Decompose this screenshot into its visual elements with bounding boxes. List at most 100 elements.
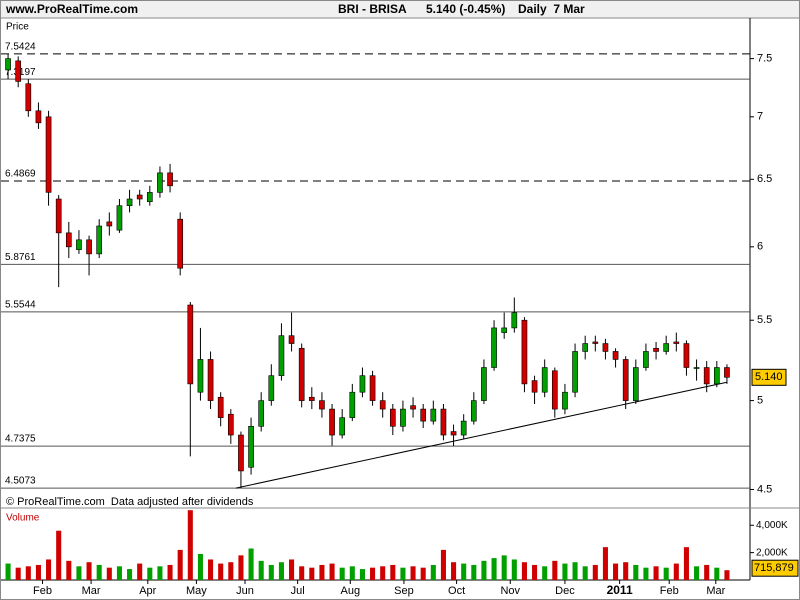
trendline xyxy=(235,381,728,489)
volume-bar xyxy=(157,566,163,580)
volume-bar xyxy=(704,564,710,580)
candle-body xyxy=(572,351,578,393)
level-label: 5.8761 xyxy=(5,252,36,263)
candle-body xyxy=(430,408,437,422)
candle-body xyxy=(491,327,497,368)
volume-bar xyxy=(167,564,173,580)
volume-bar xyxy=(349,566,355,580)
volume-bar xyxy=(86,562,92,580)
volume-bar xyxy=(552,560,558,580)
candle-body xyxy=(35,110,42,124)
volume-bar xyxy=(359,569,365,580)
candle-body xyxy=(258,400,265,427)
candle-body xyxy=(582,343,589,352)
volume-bar xyxy=(106,567,112,580)
candle-body xyxy=(146,192,153,202)
volume-bar xyxy=(511,559,517,580)
candle-body xyxy=(76,239,82,250)
x-tick-label: Apr xyxy=(139,585,156,597)
candle-body xyxy=(663,343,670,352)
volume-bar xyxy=(289,559,295,580)
candle-body xyxy=(400,408,406,427)
candle-body xyxy=(45,116,52,193)
volume-bar xyxy=(116,566,122,580)
x-tick-label: Mar xyxy=(82,585,101,597)
candle-body xyxy=(440,408,447,436)
candle-body xyxy=(551,370,558,410)
volume-bar xyxy=(714,567,720,580)
volume-bar xyxy=(228,562,234,580)
candle-body xyxy=(55,198,62,234)
level-label: 6.4869 xyxy=(5,169,36,180)
volume-bar xyxy=(46,559,52,580)
volume-bar xyxy=(663,567,669,580)
volume-bar xyxy=(683,547,689,580)
volume-bar xyxy=(5,563,11,580)
candle-body xyxy=(308,396,315,401)
volume-bar xyxy=(197,553,203,580)
y-tick-label: 4.5 xyxy=(757,483,772,495)
volume-title: Volume xyxy=(6,513,40,524)
symbol: BRI - BRISA xyxy=(338,2,407,16)
candle-body xyxy=(5,58,11,71)
volume-bar xyxy=(572,562,578,580)
volume-bar xyxy=(66,560,72,580)
volume-bar xyxy=(501,555,507,580)
last-price-label: 5.140 xyxy=(755,371,783,383)
volume-bar xyxy=(694,566,700,580)
volume-bar xyxy=(278,562,284,580)
last-volume-box xyxy=(751,559,799,577)
candle-body xyxy=(531,380,538,393)
candle-body xyxy=(349,391,356,418)
candle-body xyxy=(693,367,700,369)
candle-body xyxy=(329,408,335,436)
volume-bar xyxy=(309,567,315,580)
level-label: 4.5073 xyxy=(5,476,36,487)
volume-bar xyxy=(613,563,619,580)
candle-body xyxy=(724,367,730,378)
candle-body xyxy=(268,375,275,401)
volume-bar xyxy=(542,566,548,580)
candle-body xyxy=(592,341,599,344)
footnote: © ProRealTime.com Data adjusted after di… xyxy=(6,496,254,508)
candle-body xyxy=(136,194,143,200)
x-tick-label: 2011 xyxy=(607,583,633,597)
volume-bar xyxy=(56,530,62,580)
y-tick-label: 7.5 xyxy=(757,53,772,65)
volume-bar xyxy=(15,567,21,580)
volume-bar xyxy=(673,563,679,580)
candle-body xyxy=(207,359,214,401)
candle-body xyxy=(116,205,123,231)
y-tick-label: 6 xyxy=(757,241,763,253)
candle-body xyxy=(288,335,295,344)
level-label: 4.7375 xyxy=(5,434,36,445)
candle-body xyxy=(501,327,508,333)
candle-body xyxy=(96,225,103,255)
candle-body xyxy=(521,319,528,385)
x-tick-label: Aug xyxy=(340,585,360,597)
last-volume-label: 715,879 xyxy=(754,562,794,574)
volume-bar xyxy=(491,558,497,580)
candle-body xyxy=(643,351,649,368)
y-tick-label: 2,000K xyxy=(756,547,788,558)
candle-body xyxy=(713,367,720,385)
x-tick-label: Nov xyxy=(500,585,520,597)
candle-body xyxy=(511,312,518,329)
volume-bar xyxy=(410,566,416,580)
candle-body xyxy=(187,304,194,385)
volume-bar xyxy=(562,563,568,580)
volume-bar xyxy=(258,560,264,580)
candle-body xyxy=(389,408,396,427)
candle-body xyxy=(278,335,285,376)
candle-body xyxy=(541,367,548,393)
volume-bar xyxy=(623,562,629,580)
candle-body xyxy=(612,351,619,360)
period: Daily 7 Mar xyxy=(518,2,585,16)
volume-bar xyxy=(380,566,386,580)
candle-body xyxy=(703,367,710,385)
volume-bar xyxy=(633,564,639,580)
volume-bar xyxy=(76,566,82,580)
candle-body xyxy=(157,172,163,193)
candle-body xyxy=(197,359,204,393)
